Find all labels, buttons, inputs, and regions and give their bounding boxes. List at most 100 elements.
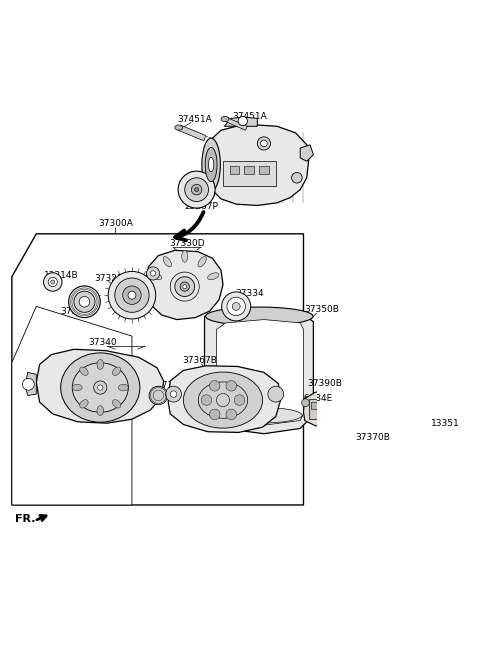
Circle shape <box>194 188 199 192</box>
Ellipse shape <box>216 407 302 423</box>
Polygon shape <box>224 117 247 130</box>
Circle shape <box>23 378 34 390</box>
Circle shape <box>108 271 156 319</box>
Ellipse shape <box>80 367 88 375</box>
Polygon shape <box>145 250 223 319</box>
Text: 37451A: 37451A <box>232 112 267 121</box>
Text: 37311E: 37311E <box>60 307 95 316</box>
Circle shape <box>238 116 247 125</box>
Ellipse shape <box>112 367 121 375</box>
Polygon shape <box>204 308 313 434</box>
Text: 37300A: 37300A <box>98 219 133 229</box>
Text: 25287P: 25287P <box>184 202 218 211</box>
Ellipse shape <box>97 359 104 369</box>
Circle shape <box>178 171 215 208</box>
Bar <box>358 414 368 419</box>
Polygon shape <box>12 234 303 505</box>
Polygon shape <box>206 125 309 206</box>
Polygon shape <box>300 145 313 161</box>
Circle shape <box>222 292 251 321</box>
Polygon shape <box>12 306 132 505</box>
Text: FR.: FR. <box>14 514 35 524</box>
Ellipse shape <box>205 307 313 325</box>
Ellipse shape <box>119 384 128 391</box>
Ellipse shape <box>72 384 82 391</box>
Circle shape <box>115 278 149 312</box>
Text: 37342: 37342 <box>156 381 184 390</box>
Ellipse shape <box>221 116 229 122</box>
Ellipse shape <box>97 405 104 416</box>
Circle shape <box>74 291 95 312</box>
Ellipse shape <box>72 363 128 413</box>
Circle shape <box>227 297 245 315</box>
Ellipse shape <box>60 353 140 422</box>
Ellipse shape <box>202 138 220 191</box>
Text: 37350B: 37350B <box>304 306 339 314</box>
Circle shape <box>48 277 58 286</box>
Circle shape <box>234 395 245 405</box>
Text: 12314B: 12314B <box>44 271 78 280</box>
Ellipse shape <box>359 405 377 420</box>
Circle shape <box>201 395 212 405</box>
Polygon shape <box>224 117 257 126</box>
Bar <box>223 161 276 187</box>
Ellipse shape <box>366 371 439 430</box>
Ellipse shape <box>151 273 162 280</box>
Ellipse shape <box>175 277 194 296</box>
Circle shape <box>226 380 237 391</box>
Circle shape <box>209 409 220 420</box>
Circle shape <box>79 296 90 307</box>
Circle shape <box>209 380 220 391</box>
Text: 37321B: 37321B <box>95 273 130 283</box>
Ellipse shape <box>80 399 88 408</box>
Polygon shape <box>353 364 447 432</box>
Ellipse shape <box>182 250 188 262</box>
Ellipse shape <box>183 284 187 288</box>
Circle shape <box>170 391 177 397</box>
Circle shape <box>128 291 136 299</box>
Ellipse shape <box>183 372 263 428</box>
Bar <box>358 405 368 411</box>
Circle shape <box>123 286 141 304</box>
Ellipse shape <box>261 140 267 147</box>
Circle shape <box>226 409 237 420</box>
Polygon shape <box>303 390 346 426</box>
Ellipse shape <box>163 257 171 267</box>
Circle shape <box>51 280 55 284</box>
Polygon shape <box>25 373 36 396</box>
Ellipse shape <box>94 381 107 394</box>
Circle shape <box>69 286 100 317</box>
Ellipse shape <box>112 399 121 408</box>
Circle shape <box>185 178 208 202</box>
Circle shape <box>166 386 181 402</box>
Bar <box>312 402 322 409</box>
Ellipse shape <box>175 125 183 130</box>
Text: 37334: 37334 <box>235 288 264 298</box>
Bar <box>259 166 269 174</box>
Bar <box>324 402 333 409</box>
Circle shape <box>232 302 240 310</box>
Circle shape <box>44 273 62 291</box>
Bar <box>309 399 336 419</box>
Text: 37340: 37340 <box>88 338 117 347</box>
Text: 37451A: 37451A <box>177 115 212 124</box>
Text: 37370B: 37370B <box>355 432 390 442</box>
Ellipse shape <box>149 386 168 405</box>
Circle shape <box>301 399 310 407</box>
Text: 37330D: 37330D <box>169 239 204 248</box>
Circle shape <box>432 424 436 428</box>
Ellipse shape <box>257 137 271 150</box>
Text: 37390B: 37390B <box>307 379 342 388</box>
Ellipse shape <box>207 273 219 280</box>
Bar <box>229 166 240 174</box>
Bar <box>244 166 254 174</box>
Ellipse shape <box>97 385 103 390</box>
Circle shape <box>268 386 284 402</box>
Polygon shape <box>36 350 164 423</box>
Ellipse shape <box>216 394 229 407</box>
Circle shape <box>146 267 160 280</box>
Text: 36184E: 36184E <box>298 394 333 403</box>
Ellipse shape <box>379 381 426 420</box>
Ellipse shape <box>180 282 189 291</box>
Text: 37367B: 37367B <box>182 356 217 365</box>
